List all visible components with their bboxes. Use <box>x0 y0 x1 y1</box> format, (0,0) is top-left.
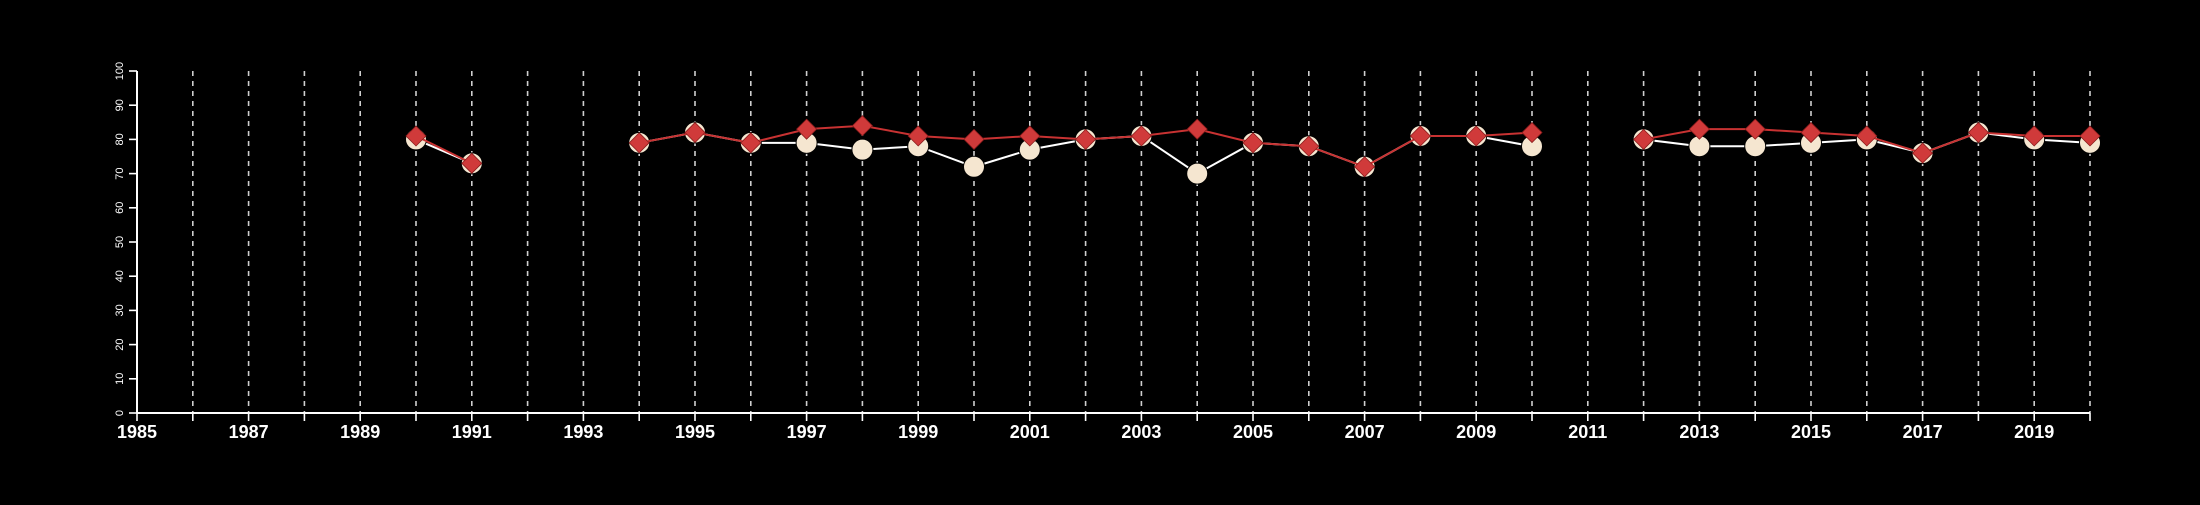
x-tick-label: 2017 <box>1903 422 1943 442</box>
series-2-point-2006 <box>1298 135 1320 157</box>
y-axis-ticks: 0 10 20 30 40 50 60 70 80 90 100 <box>114 62 137 416</box>
x-tick-label: 2011 <box>1568 422 1607 442</box>
y-tick-label: 80 <box>114 133 126 145</box>
y-tick-label: 100 <box>114 62 126 80</box>
series-2-point-1994 <box>628 132 650 154</box>
series-2-point-2013 <box>1688 118 1710 140</box>
y-tick-label: 60 <box>114 202 126 214</box>
series-2-point-2004 <box>1186 118 1208 140</box>
series-2-point-1996 <box>740 132 762 154</box>
x-tick-label: 1997 <box>787 422 827 442</box>
series-2-point-1990 <box>405 125 427 147</box>
series-2-point-2008 <box>1409 125 1431 147</box>
y-tick-label: 90 <box>114 99 126 111</box>
series-1-point-2004 <box>1186 162 1209 185</box>
series-2-point-2018 <box>1967 121 1989 144</box>
series-1-point-2000 <box>963 155 985 178</box>
x-tick-label: 2001 <box>1010 422 1050 442</box>
x-tick-label: 2003 <box>1121 422 1161 442</box>
x-tick-label: 1993 <box>563 422 603 442</box>
series-2-point-2003 <box>1130 125 1152 147</box>
x-tick-label: 1991 <box>452 422 492 442</box>
y-tick-label: 10 <box>114 373 126 385</box>
x-tick-label: 2005 <box>1233 422 1273 442</box>
x-tick-label: 1999 <box>898 422 938 442</box>
x-axis-ticks: 1985 1987 1989 1991 1993 1995 1997 1999 2001 2003… <box>117 413 2091 442</box>
series-2-point-2010 <box>1521 121 1543 144</box>
series-2-point-2002 <box>1075 128 1097 150</box>
series-2-point-2020 <box>2079 125 2101 147</box>
y-tick-label: 50 <box>114 236 126 248</box>
y-tick-label: 40 <box>114 270 126 282</box>
series-1-point-1998 <box>851 138 874 161</box>
series-2-point-2016 <box>1856 125 1878 147</box>
series-2 <box>405 115 2101 178</box>
x-tick-label: 2007 <box>1345 422 1385 442</box>
y-tick-label: 30 <box>114 304 126 316</box>
grid-lines <box>192 71 2091 413</box>
series-2-point-2005 <box>1242 132 1264 154</box>
series-2-point-1997 <box>796 118 818 140</box>
x-tick-label: 2019 <box>2014 422 2054 442</box>
series-2-point-2014 <box>1744 118 1766 140</box>
series-2-point-2007 <box>1354 156 1376 178</box>
series-2-point-2019 <box>2023 125 2045 147</box>
y-tick-label: 0 <box>114 410 126 416</box>
series-2-point-2015 <box>1800 121 1822 144</box>
x-tick-label: 2013 <box>1679 422 1719 442</box>
series-2-line-1 <box>415 135 473 165</box>
x-tick-label: 1987 <box>229 422 269 442</box>
series-2-point-2017 <box>1912 142 1934 164</box>
series-2-point-1995 <box>684 121 706 144</box>
axes <box>136 71 2090 414</box>
data-series <box>405 115 2101 185</box>
x-tick-label: 1995 <box>675 422 715 442</box>
series-2-point-1999 <box>907 125 929 147</box>
series-2-point-2000 <box>963 128 985 150</box>
series-2-point-2009 <box>1465 125 1487 147</box>
series-2-point-2012 <box>1633 128 1655 150</box>
y-tick-label: 70 <box>114 167 126 179</box>
x-tick-label: 2009 <box>1456 422 1496 442</box>
x-tick-label: 2015 <box>1791 422 1831 442</box>
y-tick-label: 20 <box>114 338 126 350</box>
x-tick-label: 1989 <box>340 422 380 442</box>
series-2-point-1991 <box>461 152 483 174</box>
x-tick-label: 1985 <box>117 422 157 442</box>
series-2-point-2001 <box>1019 125 1041 147</box>
series-2-point-1998 <box>851 115 873 137</box>
